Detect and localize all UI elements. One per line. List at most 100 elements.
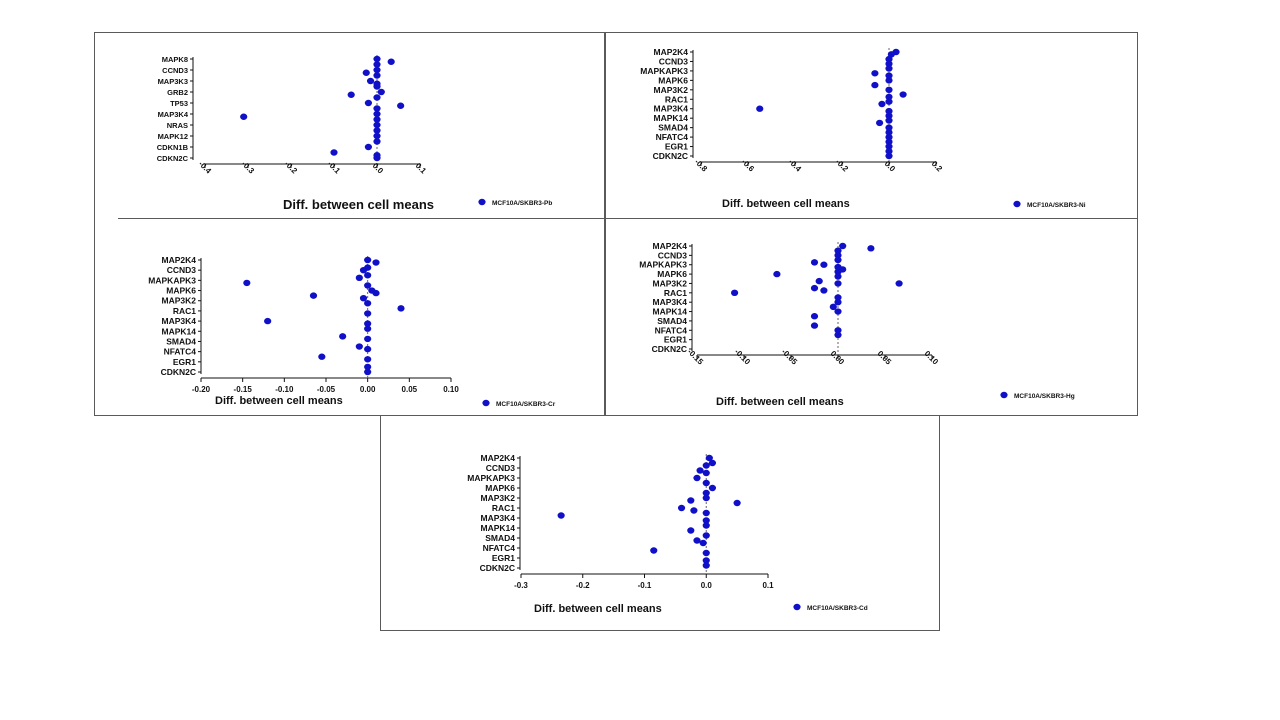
cd-data-point: [702, 549, 710, 557]
hg-x-tick-label: -0.10: [733, 347, 753, 367]
cr-category-label: MAP2K4: [162, 255, 197, 265]
hg-data-point: [839, 242, 847, 250]
ni-data-point: [885, 107, 893, 115]
frame-cd-bottom: [380, 630, 940, 631]
pb-legend-marker: [478, 198, 486, 206]
cr-data-point: [364, 256, 372, 264]
cr-category-label: MAPK6: [166, 286, 196, 296]
cr-data-point: [364, 310, 372, 317]
pb-data-point: [373, 55, 381, 63]
pb-data-point: [397, 102, 405, 109]
pb-category-label: CCND3: [162, 66, 188, 75]
cr-data-point: [364, 363, 372, 371]
chart-cr: MAP2K4CCND3MAPKAPK3MAPK6MAP3K2RAC1MAP3K4…: [148, 255, 556, 408]
hg-data-point: [820, 261, 828, 268]
chart-hg: MAP2K4CCND3MAPKAPK3MAPK6MAP3K2RAC1MAP3K4…: [639, 241, 1074, 408]
cr-x-axis-label: Diff. between cell means: [215, 395, 343, 407]
cr-data-point: [364, 300, 372, 307]
hg-data-point: [810, 322, 819, 329]
cd-category-label: SMAD4: [485, 533, 515, 543]
cd-data-point: [708, 459, 717, 467]
pb-x-axis-label: Diff. between cell means: [283, 197, 434, 212]
ni-data-point: [899, 91, 907, 98]
pb-category-label: MAP3K4: [158, 110, 189, 119]
pb-x-tick-label: -0.3: [240, 159, 257, 176]
cd-data-point: [650, 547, 658, 554]
cd-data-point: [693, 537, 701, 544]
cd-data-point: [702, 494, 710, 502]
ni-data-point: [885, 98, 893, 105]
cd-category-label: MAPKAPK3: [467, 473, 515, 483]
hg-legend-marker: [1000, 391, 1008, 399]
ni-x-tick-label: -0.2: [834, 157, 851, 174]
cd-x-tick-label: 0.0: [701, 581, 713, 590]
pb-data-point: [364, 99, 372, 107]
cd-x-axis-label: Diff. between cell means: [534, 603, 662, 615]
pb-x-tick-label: -0.1: [326, 159, 343, 176]
cr-data-point: [309, 292, 318, 299]
frame-mid-line: [118, 218, 1138, 219]
cd-x-tick-label: -0.1: [638, 581, 652, 590]
hg-data-point: [834, 308, 842, 315]
cr-data-point: [243, 279, 251, 287]
cd-category-label: CCND3: [486, 463, 516, 473]
chart-ni: MAP2K4CCND3MAPKAPK3MAPK6MAP3K2RAC1MAP3K4…: [640, 47, 1085, 210]
cr-data-point: [364, 368, 372, 376]
ni-data-point: [885, 133, 893, 141]
cr-data-point: [372, 259, 380, 266]
cd-category-label: CDKN2C: [480, 563, 515, 573]
cr-category-label: NFATC4: [164, 347, 197, 357]
chart-ni-panel: MAP2K4 CCND3 MAPKAPK3 MAPK6 MAP3K2 RAC1 MAP3K4…: [606, 33, 1137, 217]
ni-category-label: RAC1: [665, 94, 688, 104]
hg-data-point: [820, 287, 828, 294]
cd-data-point: [702, 462, 710, 469]
cr-legend-label: MCF10A/SKBR3-Cr: [496, 401, 556, 408]
cd-data-point: [557, 512, 565, 519]
hg-data-point: [815, 277, 823, 285]
hg-x-tick-label: -0.15: [686, 347, 706, 367]
ni-data-point: [885, 138, 893, 146]
hg-data-point: [834, 268, 842, 275]
cr-data-point: [364, 325, 372, 332]
hg-category-label: SMAD4: [657, 316, 687, 326]
cr-category-label: MAPKAPK3: [148, 275, 196, 285]
hg-category-label: MAP3K2: [653, 278, 688, 288]
hg-category-label: MAP3K4: [653, 297, 688, 307]
pb-data-point: [330, 149, 338, 156]
pb-category-label: TP53: [170, 99, 188, 108]
ni-x-axis-label: Diff. between cell means: [722, 198, 850, 210]
hg-category-label: MAPK14: [653, 307, 688, 317]
cd-legend-label: MCF10A/SKBR3-Cd: [807, 605, 868, 612]
ni-data-point: [871, 81, 879, 89]
ni-data-point: [871, 70, 879, 77]
chart-cd-panel: MAP2K4 CCND3 MAPKAPK3 MAPK6 MAP3K2 RAC1 MAP3K4…: [381, 416, 939, 630]
hg-data-point: [731, 289, 739, 297]
hg-data-point: [773, 270, 781, 278]
pb-category-label: CDKN1B: [157, 143, 189, 152]
cd-category-label: MAP3K4: [481, 513, 516, 523]
ni-data-point: [885, 93, 893, 101]
cr-x-tick-label: -0.15: [234, 385, 253, 394]
hg-category-label: MAPK6: [657, 269, 687, 279]
cr-x-tick-label: 0.05: [402, 385, 418, 394]
chart-pb: MAPK8 CCND3 MAP3K3 GRB2 TP53 MAP3K4 NRAS MAPK12…: [157, 55, 552, 212]
hg-category-label: CDKN2C: [652, 344, 687, 354]
cd-category-label: MAP3K2: [481, 493, 516, 503]
cd-data-point: [702, 469, 710, 477]
frame-cd-left: [380, 415, 381, 631]
ni-category-label: MAPK6: [658, 75, 688, 85]
hg-data-point: [834, 294, 842, 301]
cr-data-point: [359, 294, 368, 302]
ni-data-point: [885, 60, 893, 68]
cd-data-point: [690, 507, 698, 514]
pb-data-point: [347, 91, 355, 98]
ni-category-label: EGR1: [665, 142, 688, 152]
pb-legend-label: MCF10A/SKBR3-Pb: [492, 200, 552, 207]
ni-data-point: [885, 65, 893, 72]
cd-legend-marker: [793, 603, 801, 611]
ni-category-label: MAPK14: [654, 113, 689, 123]
pb-x-tick-label: -0.2: [283, 159, 300, 176]
hg-category-label: MAPKAPK3: [639, 260, 687, 270]
hg-data-point: [834, 247, 842, 254]
ni-category-label: MAP3K2: [654, 85, 689, 95]
